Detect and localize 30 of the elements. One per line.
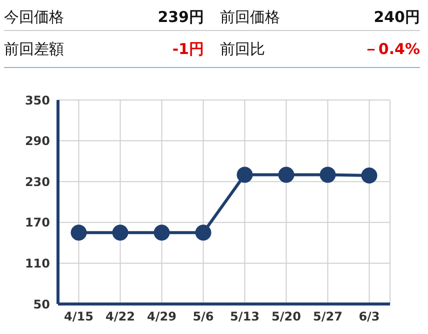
text: 今回価格 bbox=[4, 8, 64, 26]
text: 240円 bbox=[374, 8, 420, 26]
point bbox=[236, 166, 253, 183]
x-tick-label: 5/6 bbox=[192, 310, 214, 324]
text: 前回比 bbox=[220, 40, 265, 58]
text: 前回価格 bbox=[220, 8, 280, 26]
point bbox=[320, 166, 336, 183]
y-tick-label: 50 bbox=[33, 297, 50, 312]
y-tick-label: 350 bbox=[24, 93, 50, 108]
text: －0.4% bbox=[363, 40, 420, 58]
y-tick-label: 230 bbox=[24, 174, 50, 189]
point bbox=[361, 167, 378, 184]
point bbox=[278, 166, 294, 183]
text: -1円 bbox=[172, 40, 204, 58]
point bbox=[112, 224, 128, 241]
y-tick-label: 110 bbox=[24, 256, 50, 270]
point bbox=[154, 224, 170, 241]
x-tick-label: 4/29 bbox=[147, 310, 176, 324]
x-tick-label: 5/20 bbox=[272, 310, 301, 324]
text: 239円 bbox=[158, 8, 204, 26]
x-tick-label: 6/3 bbox=[358, 310, 380, 324]
y-tick-label: 290 bbox=[24, 134, 50, 148]
y-tick-label: 170 bbox=[24, 216, 50, 230]
x-tick-label: 5/13 bbox=[230, 310, 260, 324]
point bbox=[195, 224, 212, 241]
text: 前回差額 bbox=[4, 40, 64, 58]
x-tick-label: 5/27 bbox=[313, 310, 342, 324]
x-tick-label: 4/15 bbox=[64, 310, 94, 324]
x-tick-label: 4/22 bbox=[106, 310, 135, 324]
point bbox=[70, 224, 87, 241]
